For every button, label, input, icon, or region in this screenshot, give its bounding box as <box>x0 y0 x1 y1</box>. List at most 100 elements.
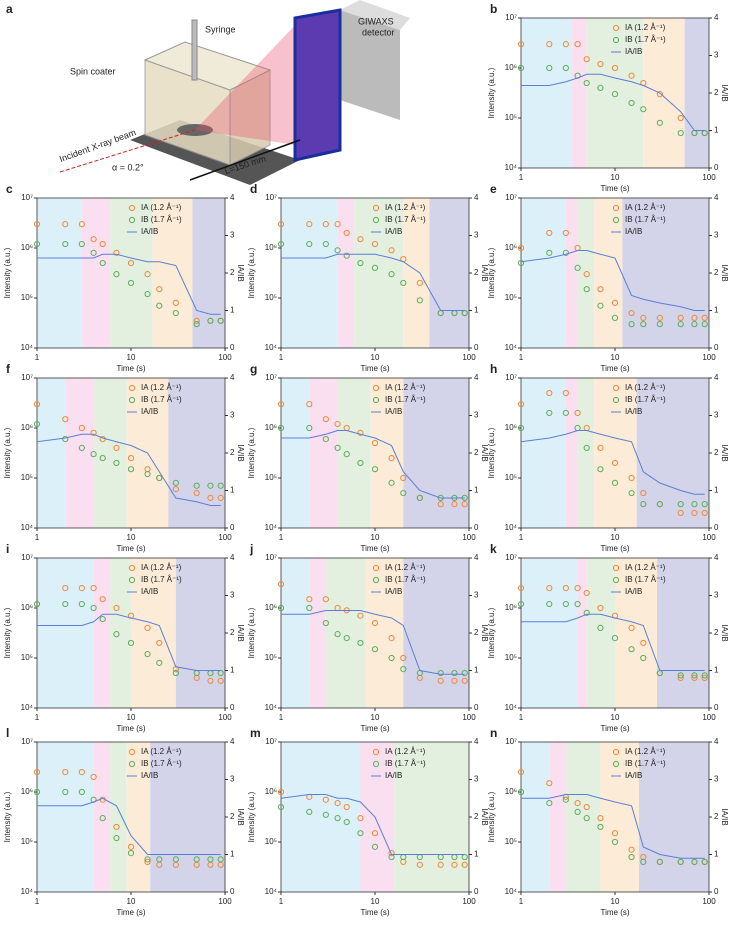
data-point <box>574 585 581 592</box>
x-tick-label: 1 <box>519 713 524 722</box>
data-point <box>217 482 224 489</box>
plot-frame <box>280 197 470 349</box>
data-point <box>156 286 163 293</box>
y-tick-label: 10⁴ <box>505 523 518 532</box>
y-tick-label: 10⁷ <box>21 737 33 746</box>
y2-axis-label: IA/IB <box>236 624 245 641</box>
ratio-line <box>520 250 705 311</box>
phase-region <box>152 198 193 348</box>
y2-tick-label: 4 <box>474 373 479 382</box>
legend-swatch <box>372 760 380 768</box>
y-tick-label: 10⁵ <box>21 293 33 302</box>
y2-axis-label: IA/IB <box>720 808 729 825</box>
x-tick-label: 100 <box>462 533 476 542</box>
y-tick-label: 10⁷ <box>265 553 277 562</box>
y2-axis-label: IA/IB <box>480 808 489 825</box>
y-tick-label: 10⁷ <box>265 193 277 202</box>
legend-label: IA (1.2 Å⁻¹) <box>141 203 182 212</box>
data-point <box>113 271 120 278</box>
data-point <box>322 596 329 603</box>
data-point <box>611 838 619 846</box>
data-point <box>611 830 619 837</box>
y-tick-label: 10⁷ <box>505 13 517 22</box>
phase-region <box>643 18 685 168</box>
y2-tick-label: 2 <box>474 812 479 821</box>
data-point <box>127 849 135 857</box>
y-axis-label: Intensity (a.u.) <box>247 607 256 658</box>
y2-tick-label: 4 <box>714 553 719 562</box>
x-tick-label: 10 <box>371 353 380 362</box>
data-point <box>127 639 135 647</box>
y2-tick-label: 0 <box>474 703 479 712</box>
data-point <box>277 401 285 408</box>
data-point <box>217 317 224 324</box>
data-point <box>583 589 590 597</box>
data-point <box>172 485 179 493</box>
data-point <box>562 600 569 608</box>
data-point <box>388 849 395 857</box>
data-point <box>583 271 590 278</box>
x-tick-label: 1 <box>519 533 524 542</box>
data-point <box>99 615 106 623</box>
y-tick-label: 10⁵ <box>265 293 277 302</box>
data-point <box>33 420 41 428</box>
plot-frame <box>520 17 710 169</box>
data-point <box>611 459 619 467</box>
data-point <box>33 788 41 796</box>
y2-tick-label: 1 <box>474 666 479 675</box>
y2-tick-label: 3 <box>230 775 235 784</box>
y2-tick-label: 3 <box>714 591 719 600</box>
data-point <box>78 585 85 592</box>
data-point <box>78 600 85 608</box>
data-point <box>517 585 525 592</box>
panel-label: b <box>490 2 497 16</box>
data-point <box>62 769 69 776</box>
data-point <box>172 479 179 486</box>
phase-region <box>549 742 566 892</box>
y-tick-label: 10⁶ <box>265 423 277 432</box>
legend-label: IB (1.7 Å⁻¹) <box>625 575 666 584</box>
data-point <box>562 64 569 72</box>
phase-region <box>37 742 94 892</box>
y-tick-label: 10⁷ <box>265 737 277 746</box>
legend-label: IA (1.2 Å⁻¹) <box>625 203 666 212</box>
data-point <box>144 856 151 863</box>
y2-tick-label: 2 <box>230 268 235 277</box>
y2-tick-label: 1 <box>474 486 479 495</box>
x-axis-label: Time (s) <box>360 908 389 917</box>
data-point <box>628 489 635 497</box>
y2-tick-label: 4 <box>714 373 719 382</box>
y2-axis-label: IA/IB <box>720 84 729 101</box>
x-tick-label: 10 <box>371 533 380 542</box>
legend-label: IA/IB <box>385 407 402 416</box>
data-point <box>371 843 379 850</box>
legend-label: IA (1.2 Å⁻¹) <box>625 23 666 32</box>
data-point <box>656 314 663 321</box>
data-point <box>322 811 329 818</box>
data-point <box>628 853 635 861</box>
phase-region <box>281 198 338 348</box>
y2-tick-label: 4 <box>714 13 719 22</box>
legend-swatch <box>128 564 136 572</box>
coater-top <box>143 41 272 91</box>
legend-label: IA (1.2 Å⁻¹) <box>625 563 666 572</box>
y2-tick-label: 0 <box>474 887 479 896</box>
data-point <box>33 240 41 248</box>
y2-tick-label: 4 <box>230 737 235 746</box>
x-tick-label: 100 <box>702 897 716 906</box>
x-tick-label: 1 <box>35 897 40 906</box>
y2-tick-label: 1 <box>230 306 235 315</box>
data-point <box>90 451 97 458</box>
phase-region <box>565 742 601 892</box>
data-point <box>701 501 708 508</box>
data-point <box>546 600 553 608</box>
legend-swatch <box>612 24 620 32</box>
data-point <box>207 494 214 501</box>
legend-swatch <box>128 204 136 212</box>
data-point <box>334 799 341 807</box>
phase-region <box>586 18 644 168</box>
panel-label: i <box>6 542 9 556</box>
legend-label: IA/IB <box>625 771 642 780</box>
data-point <box>334 247 341 254</box>
